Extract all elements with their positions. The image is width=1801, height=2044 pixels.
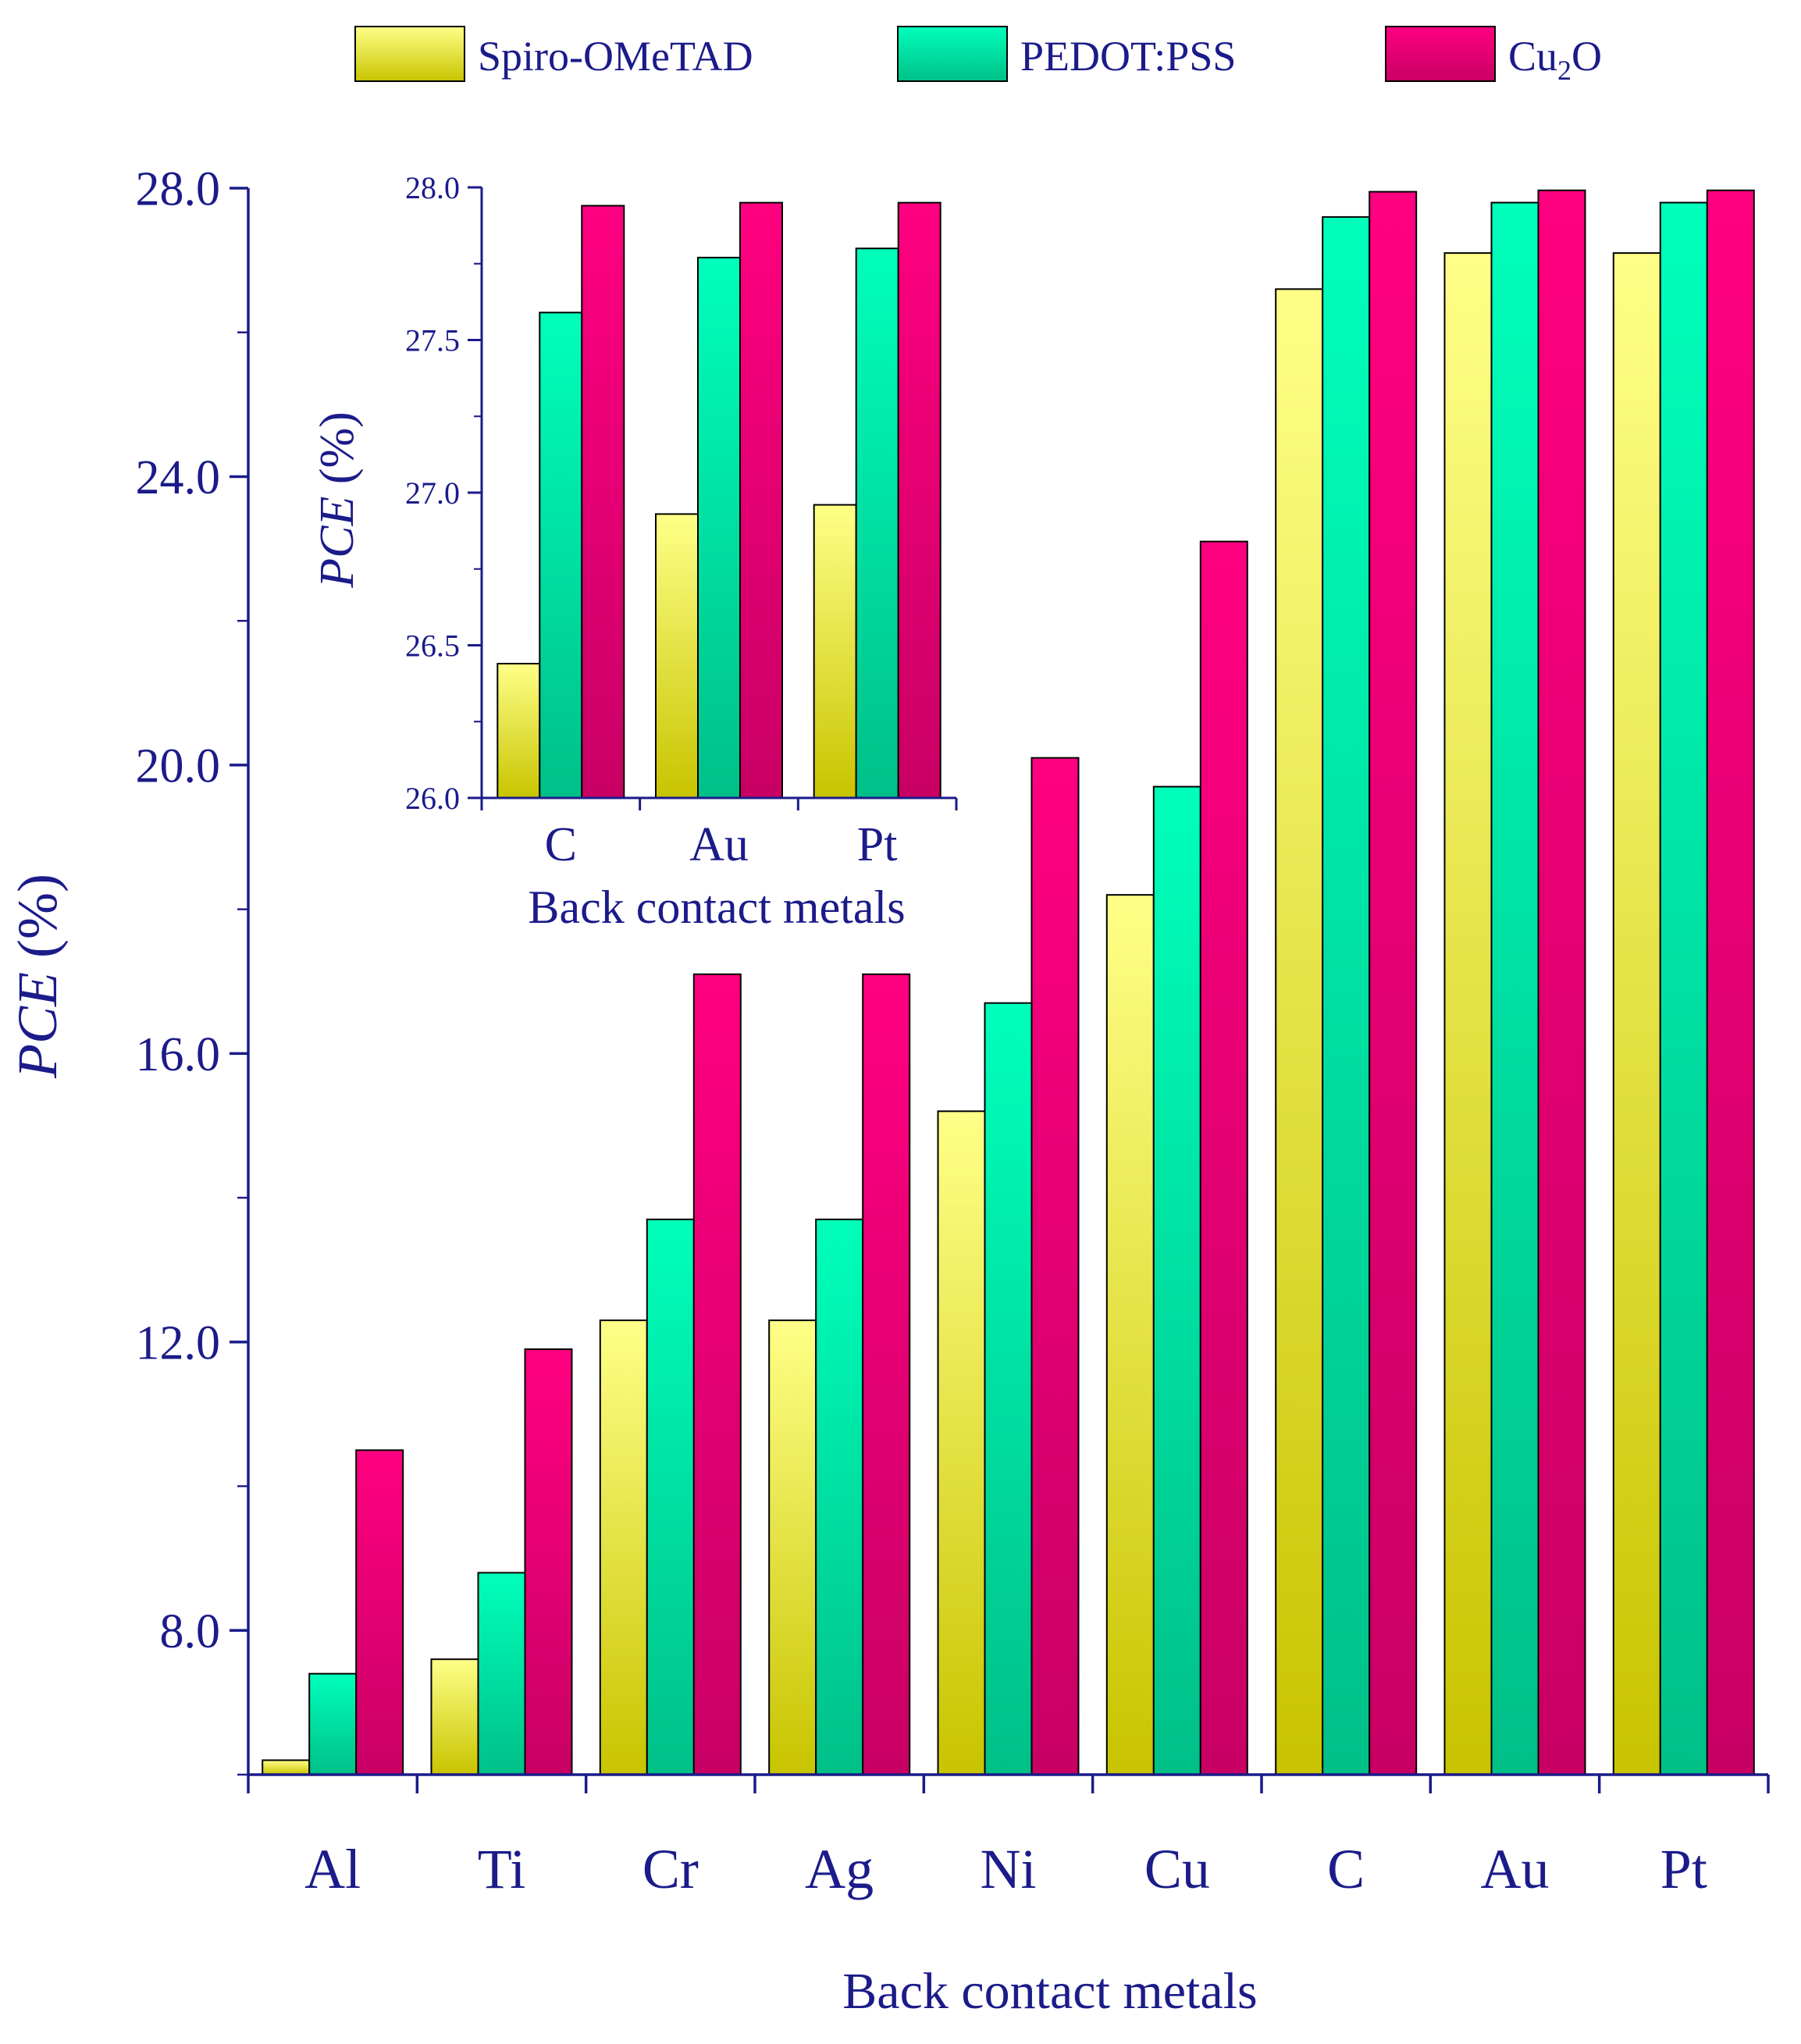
inset-bar-cu2o-c <box>581 205 625 799</box>
main-bar-cu2o-al <box>355 1449 404 1776</box>
main-bar-cu2o-au <box>1537 189 1586 1775</box>
main-y-tick-label: 12.0 <box>136 1317 221 1370</box>
main-bar-spiro-ni <box>937 1110 986 1776</box>
main-x-tick-label-pt: Pt <box>1660 1838 1707 1900</box>
legend-label-pedot: PEDOT:PSS <box>1020 33 1236 80</box>
main-bar-spiro-cu <box>1105 894 1155 1775</box>
main-y-tick-label: 20.0 <box>136 740 221 793</box>
main-x-tick-label-cu: Cu <box>1144 1838 1210 1900</box>
main-bar-spiro-pt <box>1612 252 1661 1776</box>
inset-y-tick-label: 27.5 <box>405 323 460 358</box>
legend-swatch-pedot <box>897 26 1008 82</box>
main-chart: 8.0 12.0 16.0 20.0 24.0 28.0 Al Ti Cr Ag Ni Cu C Au Pt… <box>6 163 1770 2020</box>
main-x-tick-label-ag: Ag <box>805 1838 874 1900</box>
legend-item-cu2o: Cu2O <box>1385 26 1602 86</box>
main-bar-spiro-au <box>1443 252 1493 1776</box>
inset-bar-cu2o-pt <box>897 201 941 799</box>
main-bar-spiro-ti <box>430 1658 479 1775</box>
legend-label-spiro: Spiro-OMeTAD <box>478 33 753 80</box>
inset-x-axis-label: Back contact metals <box>528 881 905 933</box>
main-bar-cu2o-pt <box>1706 189 1755 1775</box>
inset-y-tick-label: 26.0 <box>405 781 460 816</box>
main-x-tick-label-ni: Ni <box>981 1838 1037 1900</box>
legend-swatch-cu2o <box>1385 26 1496 82</box>
inset-x-tick-label-pt: Pt <box>857 818 898 871</box>
legend-label-cu2o: Cu2O <box>1508 33 1602 86</box>
main-bar-pedot-cu <box>1152 785 1201 1775</box>
inset-chart: 26.0 26.5 27.0 27.5 28.0 C Au Pt PCE (%) Back c… <box>265 148 984 953</box>
main-y-tick-label: 16.0 <box>136 1028 221 1081</box>
main-bar-cu2o-ni <box>1030 757 1080 1776</box>
main-x-axis-label: Back contact metals <box>842 1963 1257 2020</box>
main-bar-pedot-ti <box>477 1572 526 1776</box>
main-x-tick-label-al: Al <box>304 1838 361 1900</box>
main-bar-pedot-pt <box>1659 201 1708 1775</box>
main-bar-pedot-al <box>308 1672 358 1775</box>
inset-bar-spiro-c <box>497 663 541 799</box>
main-y-tick-label: 24.0 <box>136 451 221 504</box>
main-axes: 8.0 12.0 16.0 20.0 24.0 28.0 Al Ti Cr Ag Ni Cu C Au Pt <box>136 163 1770 1900</box>
inset-bar-pedot-c <box>539 312 583 799</box>
inset-bar-spiro-au <box>655 513 699 799</box>
main-bar-cu2o-c <box>1369 191 1418 1776</box>
main-bar-pedot-ni <box>984 1002 1033 1775</box>
main-y-tick-label: 8.0 <box>160 1605 221 1658</box>
inset-y-axis-label: PCE (%) <box>311 411 364 589</box>
inset-bars <box>497 201 941 799</box>
legend: Spiro-OMeTAD PEDOT:PSS Cu2O <box>354 26 1602 86</box>
main-bar-pedot-cr <box>646 1218 695 1776</box>
main-bar-spiro-cr <box>599 1319 648 1775</box>
inset-x-tick-label-c: C <box>545 818 577 871</box>
main-y-tick-label: 28.0 <box>136 163 221 216</box>
main-bar-cu2o-ag <box>862 973 911 1775</box>
main-x-tick-label-c: C <box>1327 1838 1365 1900</box>
legend-item-pedot: PEDOT:PSS <box>897 26 1236 82</box>
main-bar-spiro-ag <box>768 1319 817 1775</box>
main-bar-pedot-c <box>1322 215 1371 1775</box>
legend-swatch-spiro <box>354 26 465 82</box>
inset-axes: 26.0 26.5 27.0 27.5 28.0 C Au Pt <box>405 170 958 871</box>
main-bar-cu2o-ti <box>524 1348 573 1775</box>
main-x-tick-label-cr: Cr <box>642 1838 699 1900</box>
inset-y-tick-label: 28.0 <box>405 170 460 205</box>
main-x-tick-label-au: Au <box>1481 1838 1550 1900</box>
main-bar-cu2o-cr <box>692 973 742 1775</box>
inset-bar-spiro-pt <box>813 504 857 799</box>
legend-item-spiro: Spiro-OMeTAD <box>354 26 753 82</box>
main-bars <box>262 189 1755 1776</box>
inset-bar-pedot-pt <box>855 247 899 799</box>
main-y-axis-label: PCE (%) <box>6 874 69 1079</box>
main-bar-pedot-ag <box>815 1218 864 1776</box>
main-bar-spiro-c <box>1275 288 1324 1775</box>
inset-y-tick-label: 27.0 <box>405 475 460 511</box>
inset-bar-pedot-au <box>697 256 741 799</box>
inset-x-tick-label-au: Au <box>689 818 749 871</box>
main-bar-pedot-au <box>1490 201 1539 1775</box>
main-x-tick-label-ti: Ti <box>478 1838 525 1900</box>
main-bar-spiro-al <box>262 1759 311 1775</box>
main-bar-cu2o-cu <box>1199 540 1248 1775</box>
inset-bar-cu2o-au <box>739 201 783 799</box>
inset-y-tick-label: 26.5 <box>405 629 460 664</box>
